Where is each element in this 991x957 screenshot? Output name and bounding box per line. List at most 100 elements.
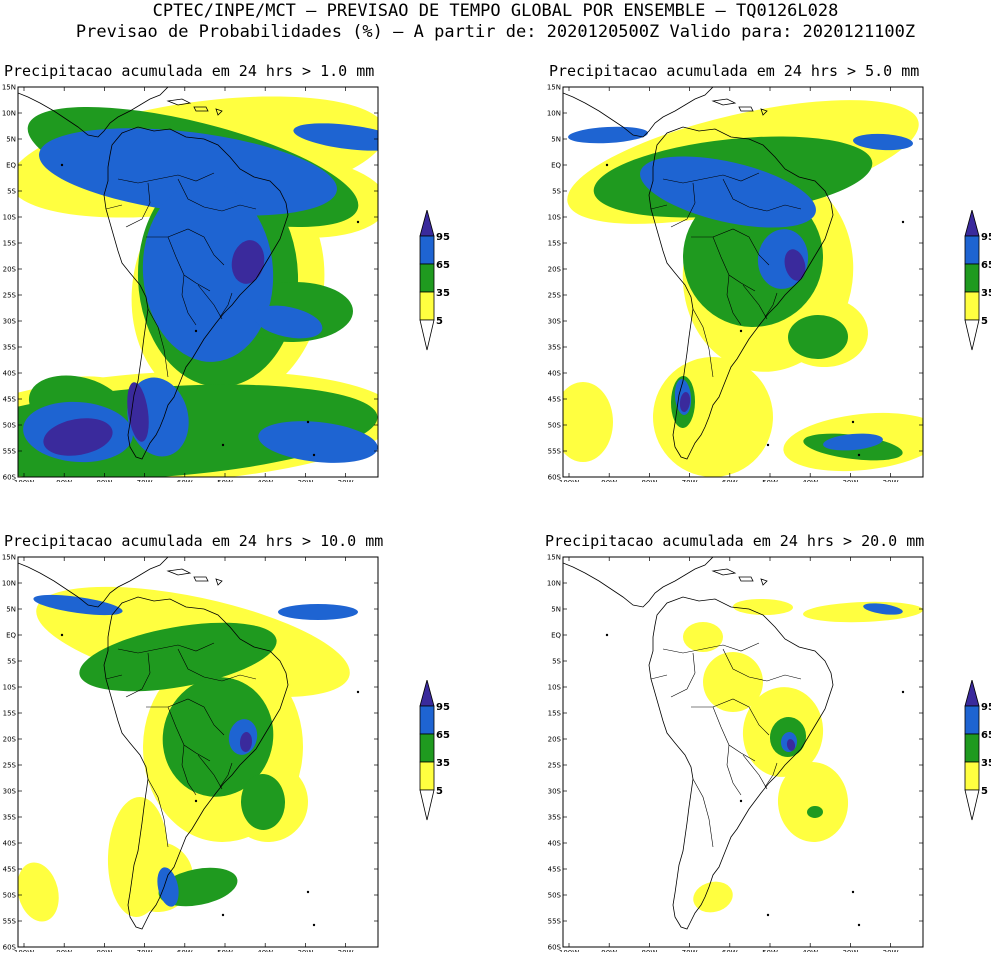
- country-border: [181, 744, 197, 796]
- panel-1-map: 15N 10N 5N EQ 5S 10S 15S 20S 25S 30S 35S 40S 45S 50S 5…: [2, 82, 379, 482]
- map-svg: 15N 10N 5N EQ 5S 10S 15S 20S 25S 30S 35S 40S 45S 50S 5…: [2, 554, 379, 952]
- panel-3-map: 15N 10N 5N EQ 5S 10S 15S 20S 25S 30S 35S 40S 45S 50S 5…: [2, 552, 379, 952]
- island: [739, 799, 743, 803]
- probability-c95-area: [784, 249, 806, 281]
- central-america-coast: [18, 87, 169, 138]
- map-svg: 15N 10N 5N EQ 5S 10S 15S 20S 25S 30S 35S 40S 45S 50S 5…: [547, 554, 924, 952]
- country-border: [167, 698, 225, 736]
- lat-tick-label: 15N: [2, 84, 16, 92]
- colorbar-cap-95: [419, 208, 435, 237]
- panel-1-colorbar: 95 65 35 5: [412, 208, 472, 352]
- lon-tick-label: 90W: [56, 949, 72, 952]
- lat-tick-label: 15S: [3, 240, 17, 248]
- country-border: [177, 648, 257, 682]
- lon-tick-label: 70W: [682, 949, 698, 952]
- country-border: [692, 308, 714, 378]
- lat-tick-label: 55S: [548, 918, 562, 926]
- probability-c5-area: [563, 382, 613, 462]
- country-border: [712, 698, 770, 736]
- lon-tick-label: 20W: [883, 949, 899, 952]
- probability-c65-area: [823, 433, 883, 451]
- lat-tick-label: EQ: [6, 162, 16, 170]
- lat-tick-label: 25S: [548, 292, 562, 300]
- map-svg: 15N 10N 5N EQ 5S 10S 15S 20S 25S 30S 35S 40S 45S 50S 5…: [2, 84, 379, 482]
- country-border: [177, 178, 257, 212]
- lat-tick-label: EQ: [551, 632, 561, 640]
- lon-tick-label: 60W: [177, 479, 193, 482]
- south-america-coast: [648, 126, 834, 460]
- lon-tick-label: 90W: [601, 479, 617, 482]
- colorbar-block: [964, 705, 980, 735]
- panel-2-map: 15N 10N 5N EQ 5S 10S 15S 20S 25S 30S 35S 40S 45S 50S 5…: [547, 82, 924, 482]
- country-border: [146, 706, 211, 762]
- lat-tick-label: 15S: [548, 240, 562, 248]
- lat-tick-label: 5N: [6, 606, 16, 614]
- lon-tick-label: 60W: [722, 479, 738, 482]
- colorbar-cap-low: [964, 789, 980, 821]
- country-border: [117, 642, 215, 654]
- colorbar-block: [419, 263, 435, 293]
- island: [901, 690, 905, 694]
- colorbar-label: 65: [981, 260, 991, 271]
- lon-tick-label: 80W: [96, 949, 112, 952]
- lat-tick-label: 10S: [548, 214, 562, 222]
- lat-tick-label: 30S: [548, 318, 562, 326]
- lat-tick-label: 15N: [547, 84, 561, 92]
- probability-c35-area: [162, 677, 274, 797]
- probability-c65-area: [39, 128, 337, 216]
- lat-tick-label: 10N: [2, 110, 16, 118]
- panel-4-title: Precipitacao acumulada em 24 hrs > 20.0 …: [545, 532, 925, 550]
- country-border: [147, 778, 169, 848]
- country-border: [125, 652, 151, 698]
- country-border: [146, 236, 211, 292]
- lat-tick-label: 40S: [548, 840, 562, 848]
- lat-tick-label: 5S: [7, 658, 16, 666]
- lat-tick-label: 10N: [2, 580, 16, 588]
- colorbar-label: 35: [981, 758, 991, 769]
- colorbar-label: 5: [981, 786, 988, 797]
- island: [857, 923, 861, 927]
- lon-tick-label: 60W: [722, 949, 738, 952]
- caribbean-island: [760, 108, 768, 116]
- probability-c65-area: [253, 305, 323, 339]
- panel-2-colorbar: 95 65 35 5: [957, 208, 991, 352]
- probability-c65-area: [278, 604, 358, 620]
- caribbean-island: [738, 106, 754, 112]
- country-border: [742, 754, 768, 790]
- probability-c65-area: [258, 421, 378, 463]
- probability-c5-area: [733, 598, 793, 616]
- country-border: [691, 236, 756, 292]
- island: [605, 633, 609, 637]
- country-border: [117, 172, 215, 184]
- lon-tick-label: 30W: [842, 479, 858, 482]
- lat-tick-label: 35S: [548, 344, 562, 352]
- colorbar-svg: 95 65 35 5: [964, 208, 991, 351]
- probability-c65-area: [157, 867, 179, 907]
- lon-tick-label: 70W: [682, 479, 698, 482]
- probability-c65-area: [293, 123, 378, 151]
- caribbean-island: [711, 98, 737, 106]
- island: [312, 453, 316, 457]
- colorbar-block: [964, 235, 980, 265]
- country-border: [147, 308, 169, 378]
- colorbar-label: 95: [981, 702, 991, 713]
- lat-tick-label: 5N: [551, 606, 561, 614]
- probability-c65-area: [640, 156, 816, 228]
- probability-c65-area: [142, 182, 274, 362]
- colorbar-label: 35: [436, 758, 450, 769]
- panel-3-colorbar: 95 65 35 5: [412, 678, 472, 822]
- lat-tick-label: 25S: [548, 762, 562, 770]
- country-border: [722, 178, 802, 212]
- colorbar-label: 65: [981, 730, 991, 741]
- country-border: [662, 642, 760, 654]
- lat-tick-label: 10N: [547, 110, 561, 118]
- island: [312, 923, 316, 927]
- lon-tick-label: 80W: [96, 479, 112, 482]
- island: [851, 890, 855, 894]
- lat-tick-label: 20S: [548, 266, 562, 274]
- island: [221, 913, 225, 917]
- caribbean-island: [738, 576, 754, 582]
- colorbar-cap-95: [964, 678, 980, 707]
- lon-tick-label: 20W: [338, 949, 354, 952]
- lat-tick-label: 35S: [548, 814, 562, 822]
